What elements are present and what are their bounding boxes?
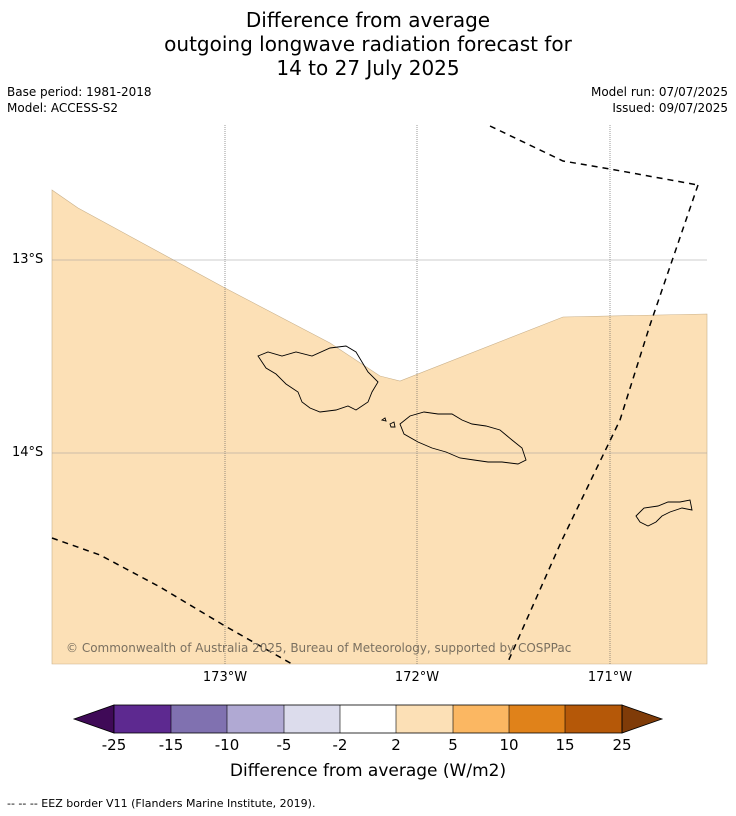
tutuila-island [635, 499, 693, 527]
colorbar-frame [113, 704, 623, 734]
title-line-2: outgoing longwave radiation forecast for [164, 32, 572, 56]
model-name: Model: ACCESS-S2 [7, 101, 119, 115]
colorbar-min-arrow [72, 704, 115, 734]
colorbar-tick: -25 [101, 736, 127, 754]
eez-line-east [506, 184, 699, 665]
gridlines [52, 125, 707, 664]
colorbar-tick: 10 [499, 736, 519, 754]
colorbar-swatch-8 [509, 705, 565, 733]
colorbar-swatch-4 [284, 705, 340, 733]
map [51, 125, 708, 665]
meta-right: Model run: 07/07/2025 Issued: 09/07/2025 [591, 84, 728, 116]
colorbar-swatch-7 [453, 705, 509, 733]
anomaly-fill-region [51, 189, 708, 665]
colorbar-tick: 5 [448, 736, 458, 754]
lon-label-172w: 172°W [394, 670, 440, 685]
apolima-islet [389, 421, 396, 428]
colorbar-swatch-3 [227, 705, 284, 733]
savaii-island [257, 345, 379, 413]
colorbar-tick: -15 [158, 736, 184, 754]
upolu-island [399, 411, 527, 465]
lat-label-13s: 13°S [12, 252, 44, 267]
colorbar-tick: 25 [612, 736, 632, 754]
colorbar-tick: 15 [555, 736, 575, 754]
issued-date: Issued: 09/07/2025 [612, 101, 728, 115]
colorbar-swatch-9 [565, 705, 622, 733]
colorbar-tick: -5 [276, 736, 292, 754]
colorbar-swatch-1 [114, 705, 171, 733]
title-line-1: Difference from average [245, 8, 491, 32]
chart-title: Difference from average outgoing longwav… [0, 8, 736, 80]
title-line-3: 14 to 27 July 2025 [276, 56, 460, 80]
eez-legend: -- -- -- EEZ border V11 (Flanders Marine… [7, 797, 316, 810]
coastlines [257, 345, 693, 527]
colorbar-dividers [170, 705, 566, 733]
copyright-notice: © Commonwealth of Australia 2025, Bureau… [66, 641, 572, 655]
colorbar-tick: -10 [214, 736, 240, 754]
meta-left: Base period: 1981-2018 Model: ACCESS-S2 [7, 84, 152, 116]
colorbar-max-arrow [621, 704, 664, 734]
eez-border [51, 125, 699, 665]
model-run: Model run: 07/07/2025 [590, 85, 728, 99]
colorbar [72, 704, 664, 734]
lon-label-173w: 173°W [202, 670, 248, 685]
colorbar-swatch-2 [171, 705, 227, 733]
eez-line-southwest [51, 537, 293, 665]
lon-label-171w: 171°W [587, 670, 633, 685]
manono-islet [380, 417, 387, 422]
colorbar-label: Difference from average (W/m2) [229, 761, 507, 781]
colorbar-swatch-5 [340, 705, 396, 733]
colorbar-swatch-6 [396, 705, 453, 733]
base-period: Base period: 1981-2018 [7, 85, 152, 99]
colorbar-tick: 2 [391, 736, 401, 754]
eez-line-north [489, 125, 699, 186]
colorbar-tick: -2 [332, 736, 348, 754]
lat-label-14s: 14°S [12, 445, 44, 460]
